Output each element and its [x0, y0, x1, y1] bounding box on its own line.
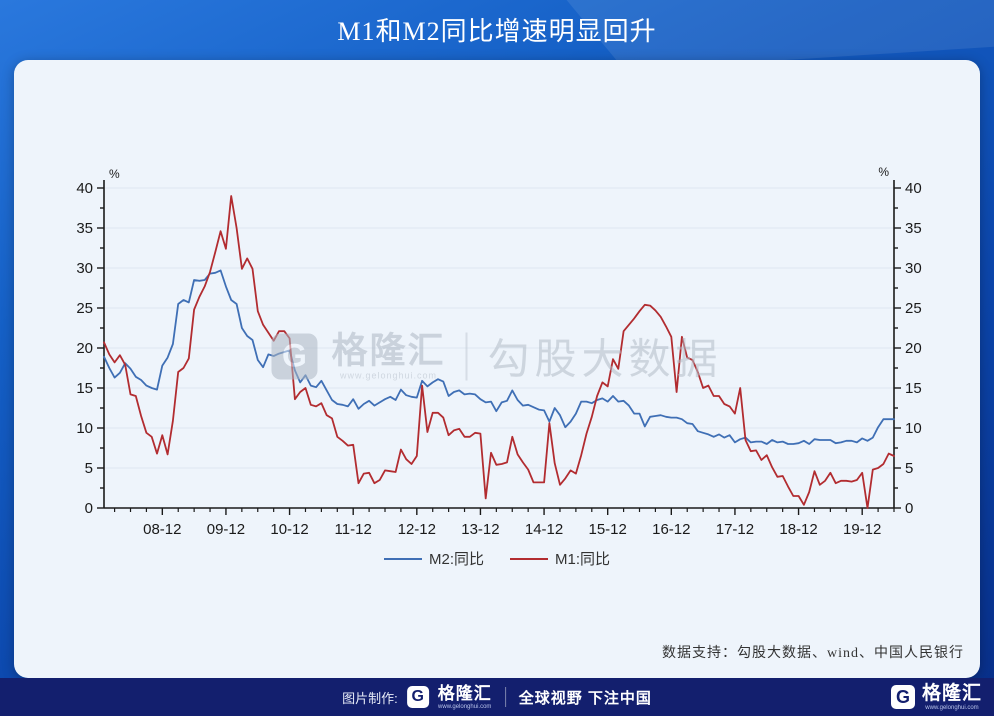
y-tick-label-right: 25	[905, 300, 922, 317]
x-tick-label: 11-12	[335, 521, 372, 538]
x-tick-label: 15-12	[589, 521, 627, 538]
x-tick-label: 17-12	[716, 521, 754, 538]
footer-center: 图片制作: G 格隆汇 www.gelonghui.com 全球视野 下注中国	[342, 678, 652, 716]
page-header: M1和M2同比增速明显回升	[0, 0, 994, 60]
legend-item-m1: M1:同比	[510, 548, 610, 569]
x-tick-label: 12-12	[398, 521, 436, 538]
m1-legend-label: M1:同比	[555, 551, 611, 568]
footer-right-brand: 格隆汇	[921, 682, 982, 704]
footer-right-logo: G 格隆汇 www.gelonghui.com	[890, 678, 982, 716]
made-by-label: 图片制作:	[342, 690, 398, 706]
y-tick-label-right: 40	[905, 180, 922, 197]
x-tick-label: 19-12	[843, 521, 881, 538]
y-tick-label-right: 20	[905, 340, 922, 357]
y-tick-label-left: 5	[85, 460, 93, 477]
y-tick-label-left: 25	[76, 300, 93, 317]
chart-legend: M2:同比 M1:同比	[14, 548, 980, 569]
x-tick-label: 13-12	[461, 521, 499, 538]
y-tick-label-left: 35	[76, 220, 93, 237]
footer-brand: 格隆汇	[437, 683, 492, 703]
m2-legend-label: M2:同比	[428, 551, 484, 568]
y-tick-label-left: 30	[76, 260, 93, 277]
y-tick-label-left: 10	[76, 420, 93, 437]
y-tick-label-left: 40	[76, 180, 93, 197]
footer-brand-wrap: 格隆汇 www.gelonghui.com	[438, 685, 492, 710]
footer-slogan: 全球视野 下注中国	[518, 689, 652, 707]
y-axis-unit-left: %	[109, 167, 120, 181]
y-tick-label-right: 35	[905, 220, 922, 237]
x-tick-label: 14-12	[525, 521, 563, 538]
y-tick-label-left: 15	[76, 380, 93, 397]
y-tick-label-right: 10	[905, 420, 922, 437]
m2-line-swatch	[383, 557, 422, 560]
page-footer: 图片制作: G 格隆汇 www.gelonghui.com 全球视野 下注中国 …	[0, 678, 994, 716]
m1-series-line	[103, 195, 895, 509]
y-tick-label-right: 30	[905, 260, 922, 277]
gelonghui-logo-icon: G	[890, 685, 915, 709]
gelonghui-logo-icon: G	[406, 686, 429, 708]
y-tick-label-right: 15	[905, 380, 922, 397]
data-support-note: 数据支持：勾股大数据、wind、中国人民银行	[662, 646, 964, 661]
x-tick-label: 16-12	[652, 521, 690, 538]
x-tick-label: 08-12	[143, 521, 181, 538]
footer-right-brand-wrap: 格隆汇 www.gelonghui.com	[922, 684, 982, 711]
page-title: M1和M2同比增速明显回升	[337, 16, 657, 46]
x-tick-label: 09-12	[207, 521, 245, 538]
m2-series-line	[103, 269, 895, 445]
m1-line-swatch	[510, 557, 548, 560]
y-tick-label-left: 0	[85, 500, 93, 517]
footer-divider	[504, 687, 506, 707]
x-tick-label: 10-12	[270, 521, 308, 538]
line-chart-svg: 0 0 5 5 10 10 15 15 20 20 25 25 30 30 35 35 40 40% % 08-12 0…	[76, 165, 922, 538]
footer-brand-url: www.gelonghui.com	[438, 703, 492, 710]
legend-item-m2: M2:同比	[383, 548, 484, 569]
y-axis-unit-right: %	[878, 165, 889, 179]
y-tick-label-left: 20	[76, 340, 93, 357]
y-tick-label-right: 5	[905, 460, 913, 477]
header-diagonal-highlight	[566, 0, 994, 60]
chart-card: 0 0 5 5 10 10 15 15 20 20 25 25 30 30 35 35 40 40%% 08-12 0…	[14, 60, 980, 678]
y-tick-label-right: 0	[905, 500, 913, 517]
x-tick-label: 18-12	[779, 521, 817, 538]
footer-right-brand-url: www.gelonghui.com	[925, 704, 979, 711]
